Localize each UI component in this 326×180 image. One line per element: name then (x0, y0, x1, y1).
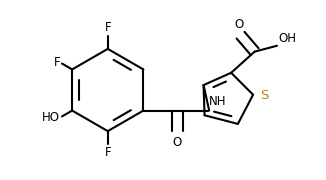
Text: O: O (173, 136, 182, 149)
Text: HO: HO (42, 111, 60, 124)
Text: F: F (104, 21, 111, 34)
Text: OH: OH (278, 31, 296, 45)
Text: F: F (54, 56, 60, 69)
Text: O: O (234, 18, 243, 31)
Text: NH: NH (209, 95, 227, 108)
Text: F: F (104, 146, 111, 159)
Text: S: S (260, 89, 269, 102)
